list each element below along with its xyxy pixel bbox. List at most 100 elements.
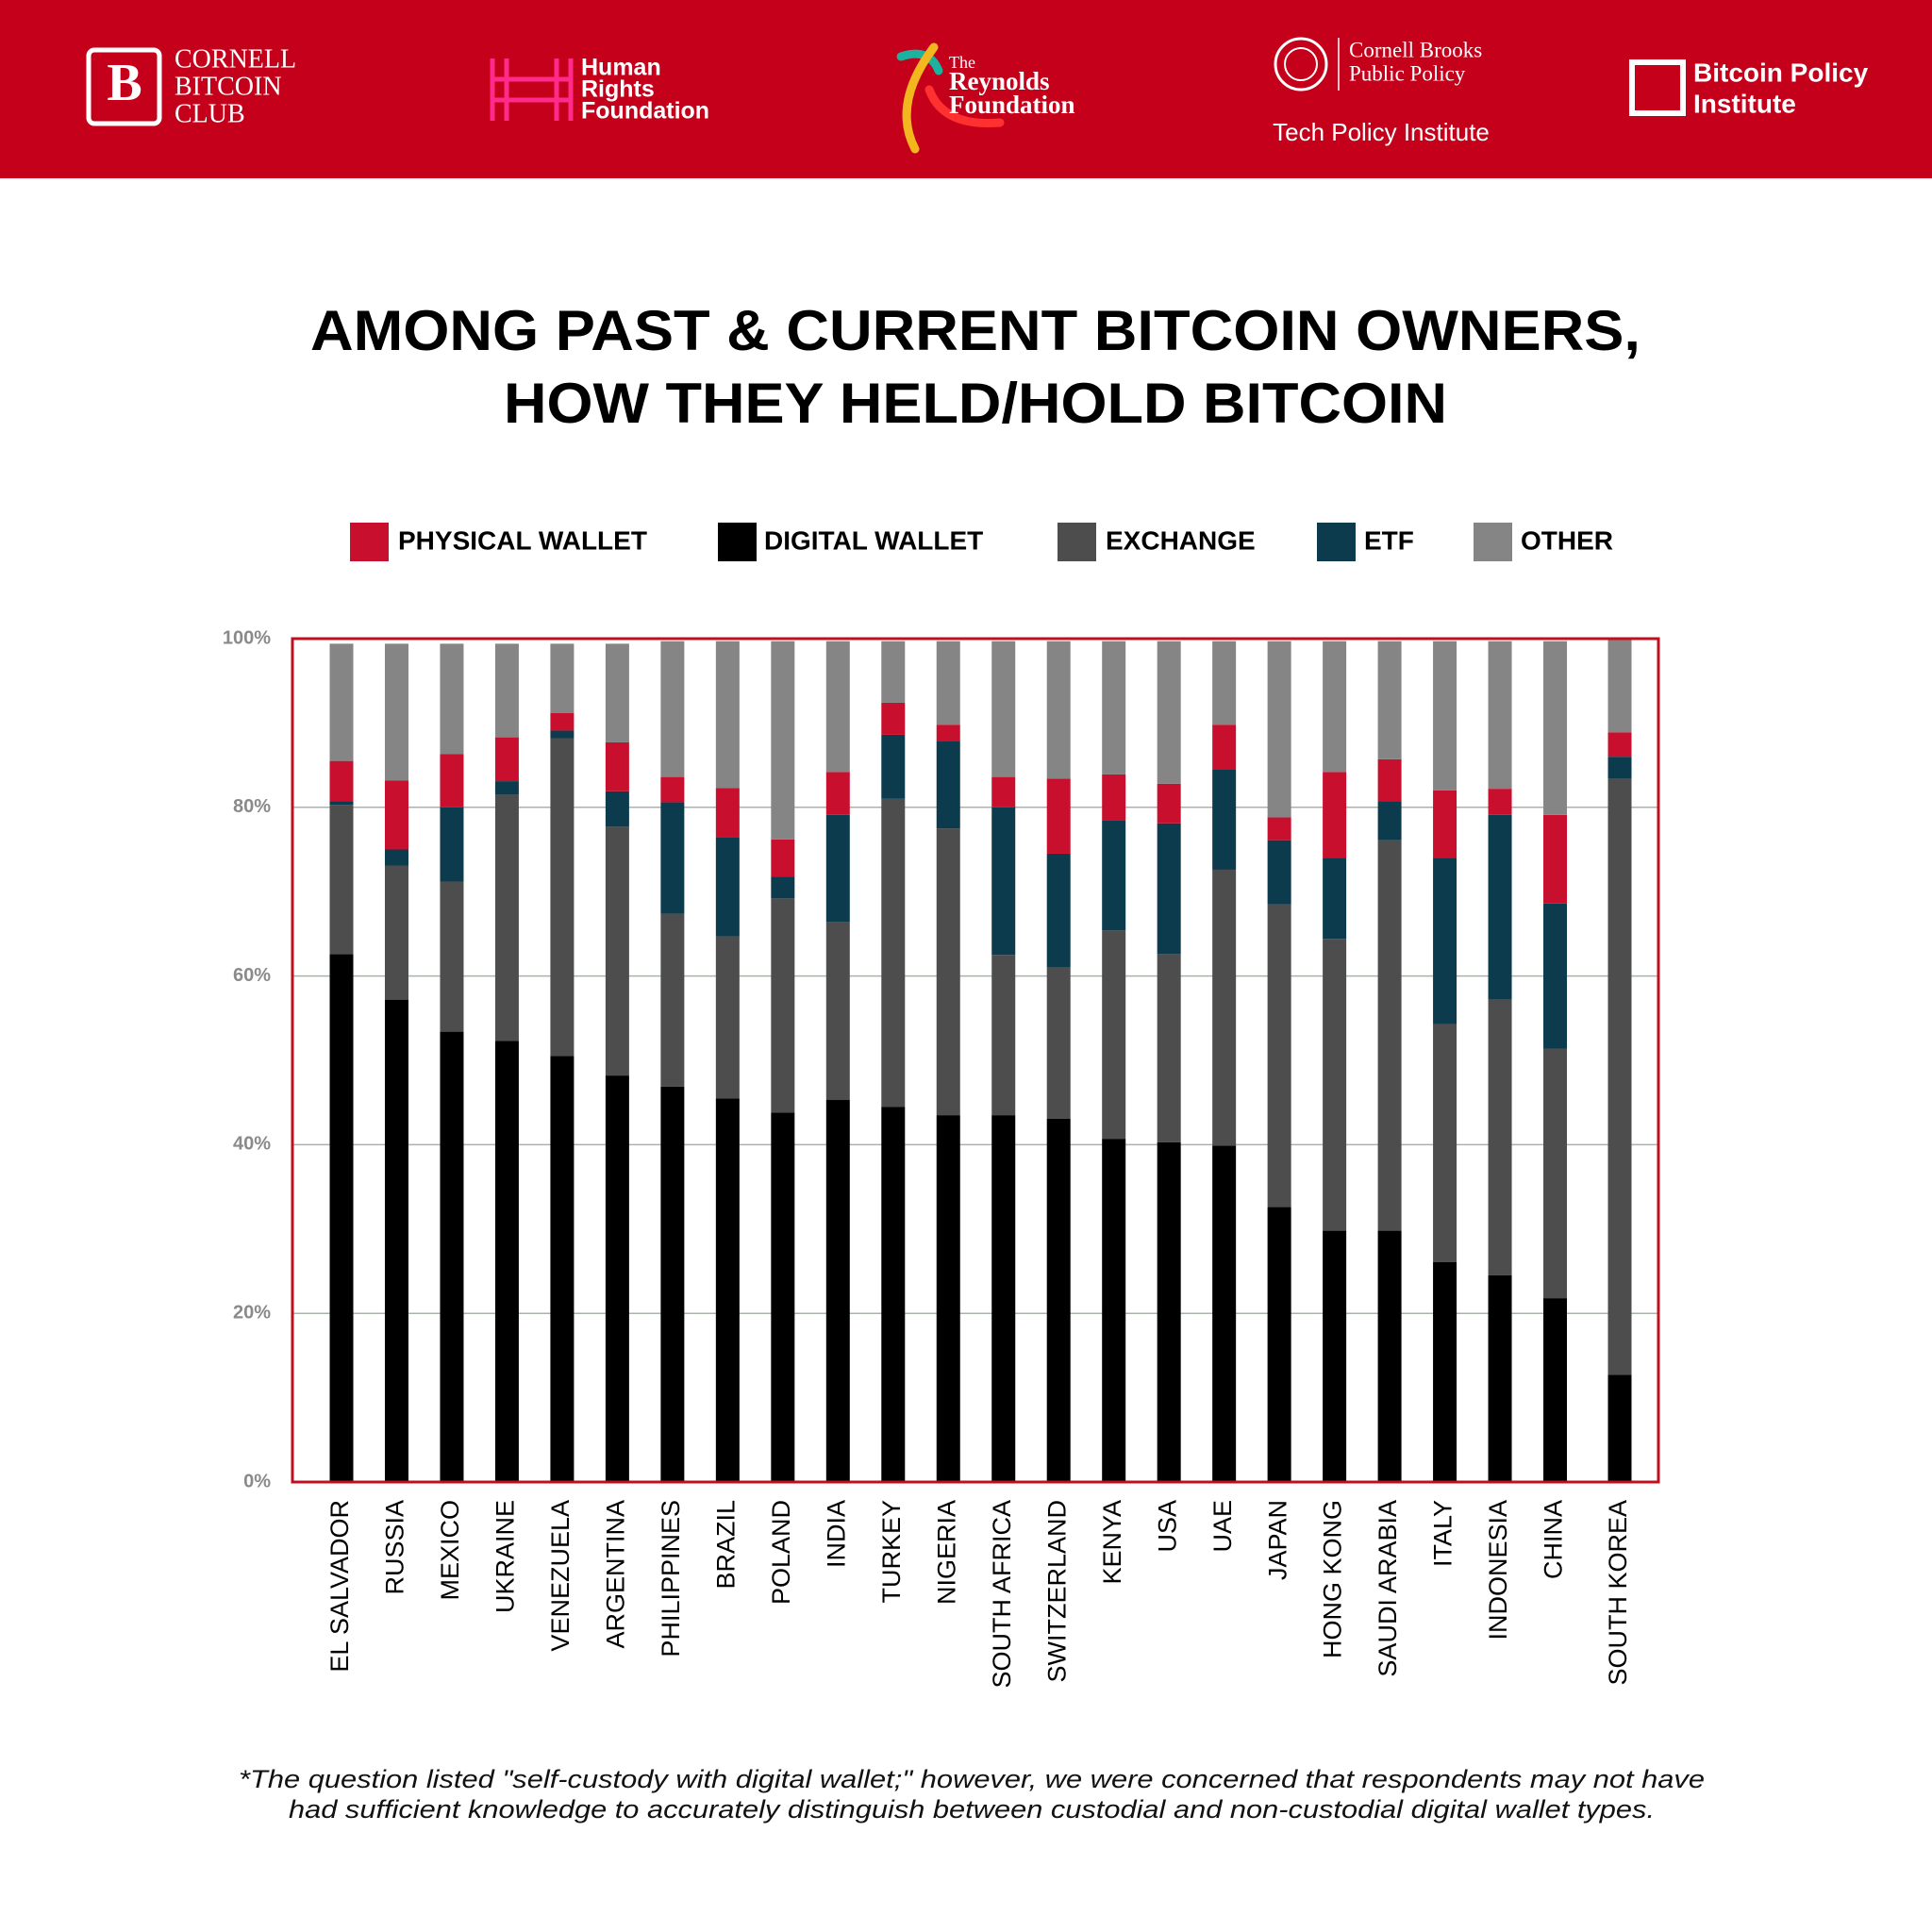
x-tick-label: NIGERIA — [932, 1500, 960, 1605]
bar-segment — [1157, 1141, 1181, 1482]
x-tick-label: JAPAN — [1263, 1500, 1291, 1580]
x-tick-label: POLAND — [767, 1500, 795, 1605]
bar-segment — [771, 1112, 795, 1482]
bar-segment — [440, 754, 464, 808]
x-tick-label: BRAZIL — [711, 1500, 740, 1590]
bar-segment — [771, 641, 795, 840]
x-tick-label: SOUTH KOREA — [1604, 1500, 1632, 1686]
x-tick-label: TURKEY — [877, 1500, 906, 1604]
logo-icon — [1274, 37, 1328, 92]
bar-segment — [605, 741, 629, 791]
bar-segment — [605, 826, 629, 1076]
bar-segment — [1433, 1261, 1457, 1482]
bar-segment — [825, 922, 850, 1101]
bar-segment — [660, 802, 685, 914]
x-tick-label: SWITZERLAND — [1042, 1500, 1071, 1683]
bar-segment — [440, 881, 464, 1032]
bar-segment — [881, 641, 906, 703]
logo-text: Cornell Brooks — [1349, 38, 1482, 61]
x-tick-label: HONG KONG — [1319, 1500, 1347, 1658]
legend-label: ETF — [1364, 525, 1414, 555]
bar-segment — [1607, 732, 1632, 758]
bar-segment — [494, 781, 519, 795]
bar-segment — [1607, 778, 1632, 1375]
bar-segment — [1157, 823, 1181, 955]
bar-segment — [1046, 1118, 1071, 1482]
bar-segment — [881, 798, 906, 1108]
bar-segment — [494, 737, 519, 782]
bar-segment — [550, 738, 575, 1057]
x-tick-label: VENEZUELA — [546, 1500, 575, 1652]
bar-segment — [1433, 790, 1457, 858]
plot-border — [291, 637, 1660, 1484]
logo-text: Public Policy — [1349, 61, 1466, 85]
bar-segment — [1543, 1048, 1568, 1299]
logo-icon-glyph: B — [107, 54, 142, 112]
logo-text: Foundation — [581, 98, 709, 125]
bar-segment — [1377, 840, 1402, 1231]
bar-segment — [384, 849, 408, 866]
bar-segment — [1543, 641, 1568, 815]
bar-segment — [1102, 930, 1126, 1140]
bar-segment — [1543, 903, 1568, 1049]
bar-segment — [605, 791, 629, 827]
footnote: had sufficient knowledge to accurately d… — [289, 1795, 1655, 1824]
bar-segment — [550, 730, 575, 739]
bar-segment — [384, 780, 408, 850]
bar-segment — [1323, 772, 1347, 858]
bar-segment — [1102, 1139, 1126, 1482]
logo-icon — [896, 42, 1005, 154]
bar-segment — [771, 898, 795, 1113]
bar-segment — [991, 641, 1016, 777]
logo-icon — [1629, 59, 1686, 116]
logo-text: CLUB — [175, 99, 245, 128]
bar-segment — [384, 865, 408, 1000]
bar-segment — [660, 913, 685, 1087]
legend-label: DIGITAL WALLET — [764, 525, 983, 555]
bar-segment — [1212, 769, 1237, 870]
bar-segment — [771, 876, 795, 899]
bar-segment — [329, 805, 354, 955]
bar-segment — [1607, 757, 1632, 779]
logo-text: BITCOIN — [175, 72, 282, 101]
legend-label: EXCHANGE — [1106, 525, 1256, 555]
x-tick-label: EL SALVADOR — [325, 1500, 354, 1673]
bar-segment — [881, 1107, 906, 1482]
bar-segment — [1046, 967, 1071, 1119]
x-tick-label: SAUDI ARABIA — [1374, 1500, 1402, 1677]
bar-segment — [605, 1075, 629, 1482]
bar-segment — [1102, 774, 1126, 821]
bar-segment — [550, 712, 575, 731]
logo-text: Human — [581, 55, 661, 81]
footnote: *The question listed "self-custody with … — [239, 1765, 1705, 1793]
bar-segment — [881, 702, 906, 735]
x-tick-label: USA — [1153, 1500, 1181, 1553]
x-tick-label: RUSSIA — [381, 1500, 409, 1595]
bar-segment — [1377, 758, 1402, 802]
bar-segment — [440, 807, 464, 882]
legend-label: PHYSICAL WALLET — [398, 525, 647, 555]
bar-segment — [329, 760, 354, 802]
bar-segment — [1607, 1374, 1632, 1482]
bar-segment — [1046, 641, 1071, 779]
logo-text: Institute — [1693, 89, 1796, 118]
bar-segment — [825, 1100, 850, 1482]
x-tick-label: MEXICO — [436, 1500, 464, 1601]
legend-swatch — [1317, 523, 1356, 561]
bar-segment — [825, 814, 850, 923]
bar-segment — [936, 641, 960, 725]
y-tick-label: 80% — [233, 796, 271, 817]
chart-title: HOW THEY HELD/HOLD BITCOIN — [504, 372, 1447, 435]
bar-segment — [715, 837, 740, 937]
logo-icon — [490, 58, 574, 121]
x-tick-label: ARGENTINA — [602, 1500, 630, 1649]
bar-segment — [605, 643, 629, 742]
bar-segment — [771, 839, 795, 877]
bar-segment — [1323, 1230, 1347, 1482]
bar-segment — [1157, 954, 1181, 1142]
x-tick-label: SOUTH AFRICA — [988, 1500, 1016, 1689]
logo-icon — [1284, 47, 1318, 81]
bar-segment — [440, 643, 464, 755]
legend-swatch — [1058, 523, 1096, 561]
y-tick-label: 40% — [233, 1134, 271, 1155]
